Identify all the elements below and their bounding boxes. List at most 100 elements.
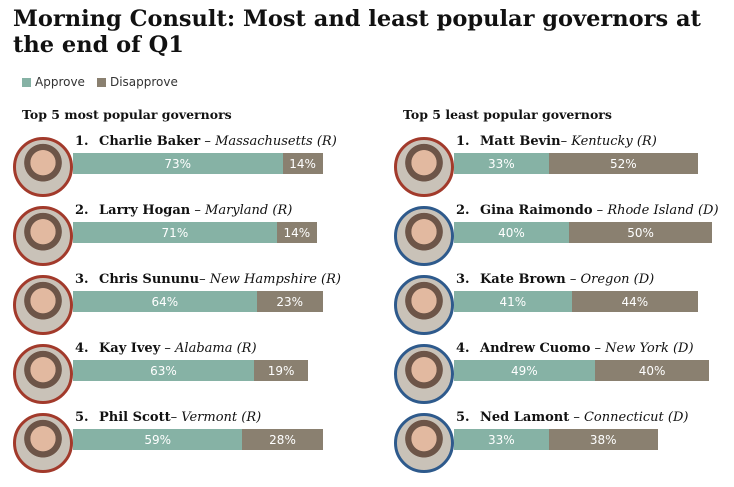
separator: – [560,134,572,149]
disapprove-segment: 28% [242,429,323,450]
governor-photo [394,275,454,335]
approve-label: 63% [150,363,177,378]
disapprove-segment: 40% [594,360,710,381]
disapprove-segment: 50% [568,222,713,243]
approval-bar: 63% 19% [73,360,309,381]
disapprove-label: 23% [276,294,303,309]
approve-label: 41% [499,294,527,309]
governor-photo [394,206,454,266]
rank: 5. [75,410,89,425]
separator: – [170,410,182,425]
governor-name: Gina Raimondo [480,203,593,218]
disapprove-label: 38% [589,432,617,447]
governor-label: 4. Kay Ivey – Alabama (R) [75,341,257,356]
disapprove-swatch [96,77,106,87]
most-popular-heading: Top 5 most popular governors [22,107,232,122]
governor-photo [13,413,73,473]
approve-label: 33% [488,156,515,171]
disapprove-segment: 14% [276,222,317,243]
governor-label: 1. Matt Bevin– Kentucky (R) [456,134,657,149]
legend-approve-label: Approve [35,75,85,89]
governor-state: Alabama (R) [175,341,257,356]
approve-label: 64% [151,294,179,309]
disapprove-segment: 19% [253,360,309,381]
approve-label: 33% [488,432,515,447]
approval-bar: 73% 14% [73,153,323,174]
governor-photo [13,344,73,404]
governor-photo [394,344,454,404]
governor-name: Larry Hogan [99,203,191,218]
governor-state: Massachusetts (R) [215,134,337,149]
approve-segment: 64% [73,291,257,312]
governor-photo [394,137,454,197]
disapprove-segment: 44% [571,291,698,312]
separator: – [200,134,216,149]
approval-bar: 49% 40% [454,360,710,381]
governor-state: Oregon (D) [580,272,655,287]
separator: – [565,272,581,287]
governor-label: 2. Gina Raimondo – Rhode Island (D) [456,203,719,218]
approve-label: 49% [510,363,538,378]
rank: 4. [456,341,470,356]
governor-name: Chris Sununu [99,272,200,287]
legend-disapprove: Disapprove [96,75,178,89]
rank: 1. [456,134,470,149]
governor-label: 3. Kate Brown – Oregon (D) [456,272,654,287]
legend: Approve Disapprove [22,75,178,89]
disapprove-label: 52% [609,156,637,171]
disapprove-segment: 38% [548,429,658,450]
approve-segment: 73% [73,153,283,174]
separator: – [590,341,606,356]
rank: 1. [75,134,89,149]
governor-photo [13,206,73,266]
governor-state: New York (D) [605,341,694,356]
approve-segment: 41% [454,291,572,312]
rank: 3. [456,272,470,287]
approve-segment: 33% [454,153,549,174]
rank: 4. [75,341,89,356]
governor-name: Kate Brown [480,272,566,287]
approve-label: 40% [498,225,525,240]
approval-bar: 59% 28% [73,429,323,450]
governor-name: Ned Lamont [480,410,570,425]
governor-state: New Hampshire (R) [209,272,341,287]
approve-segment: 33% [454,429,549,450]
approve-label: 71% [161,225,189,240]
rank: 5. [456,410,470,425]
governor-name: Phil Scott [99,410,171,425]
disapprove-segment: 14% [282,153,323,174]
rank: 2. [75,203,89,218]
disapprove-label: 50% [627,225,654,240]
separator: – [190,203,206,218]
disapprove-label: 44% [621,294,649,309]
approve-label: 59% [144,432,171,447]
approve-label: 73% [164,156,192,171]
separator: – [592,203,608,218]
least-popular-heading: Top 5 least popular governors [403,107,612,122]
governor-state: Maryland (R) [205,203,293,218]
governor-photo [13,275,73,335]
governor-label: 3. Chris Sununu– New Hampshire (R) [75,272,341,287]
governor-state: Connecticut (D) [583,410,689,425]
approval-bar: 64% 23% [73,291,323,312]
governor-name: Andrew Cuomo [480,341,591,356]
approve-segment: 71% [73,222,277,243]
approve-swatch [22,77,31,87]
approve-segment: 63% [73,360,254,381]
approval-bar: 40% 50% [454,222,713,243]
disapprove-segment: 23% [256,291,323,312]
rank: 2. [456,203,470,218]
rank: 3. [75,272,89,287]
governor-photo [13,137,73,197]
chart-title: Morning Consult: Most and least popular … [13,6,701,58]
disapprove-label: 40% [638,363,666,378]
governor-state: Kentucky (R) [571,134,657,149]
approve-segment: 40% [454,222,569,243]
governor-label: 5. Phil Scott– Vermont (R) [75,410,261,425]
governor-state: Rhode Island (D) [607,203,719,218]
approval-bar: 33% 52% [454,153,698,174]
governor-label: 5. Ned Lamont – Connecticut (D) [456,410,688,425]
legend-approve: Approve [22,75,85,89]
separator: – [569,410,584,425]
disapprove-segment: 52% [548,153,698,174]
